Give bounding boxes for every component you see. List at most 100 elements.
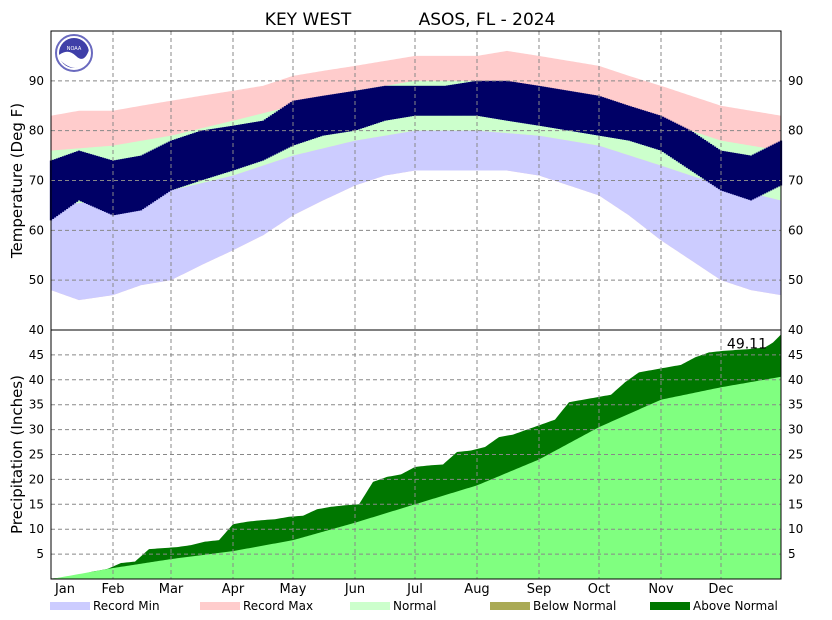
observed-temp-bar (61, 156, 65, 212)
observed-temp-bar (519, 83, 523, 123)
observed-temp-bar (587, 94, 591, 134)
noaa-logo-text: NOAA (67, 46, 82, 52)
observed-temp-bar (711, 145, 715, 186)
observed-temp-bar (301, 99, 305, 143)
observed-temp-bar (149, 150, 153, 204)
observed-temp-bar (207, 129, 211, 179)
observed-temp-bar (183, 135, 187, 186)
observed-temp-bar (517, 82, 521, 123)
observed-temp-bar (613, 101, 617, 139)
observed-temp-bar (351, 91, 355, 131)
observed-temp-bar (713, 146, 717, 187)
observed-temp-bar (459, 83, 463, 116)
observed-temp-bar (323, 95, 327, 136)
observed-temp-bar (609, 99, 613, 138)
observed-temp-bar (403, 85, 407, 118)
observed-temp-bar (179, 137, 183, 188)
observed-temp-bar (277, 110, 281, 153)
precip-tick-label-right: 10 (788, 522, 803, 536)
observed-temp-bar (751, 154, 755, 200)
observed-temp-bar (287, 103, 291, 148)
observed-temp-bar (561, 89, 565, 130)
observed-temp-bar (441, 85, 445, 116)
panel-divider-tick-right: 40 (788, 323, 803, 337)
observed-temp-bar (103, 158, 107, 212)
observed-temp-bar (313, 97, 317, 139)
observed-temp-bar (165, 142, 169, 194)
observed-temp-bar (121, 158, 125, 214)
observed-temp-bar (643, 110, 647, 146)
observed-temp-bar (413, 85, 417, 116)
legend-swatch-above-normal (650, 602, 690, 610)
observed-temp-bar (189, 133, 193, 184)
observed-temp-bar (465, 82, 469, 116)
observed-temp-bar (317, 96, 321, 137)
noaa-logo-icon: NOAA (55, 34, 93, 72)
observed-temp-bar (553, 88, 557, 129)
observed-temp-bar (205, 129, 209, 179)
observed-temp-bar (191, 133, 195, 184)
observed-temp-bar (729, 152, 733, 194)
observed-temp-bar (633, 107, 637, 143)
legend: Record Min Record Max Normal Below Normal Ab… (50, 599, 778, 613)
observed-temp-bar (431, 85, 435, 116)
observed-temp-bar (293, 100, 297, 145)
observed-temp-bar (381, 86, 385, 122)
observed-temp-bar (575, 92, 579, 132)
observed-temp-bar (357, 90, 361, 130)
observed-temp-bar (395, 85, 399, 119)
observed-temp-bar (343, 92, 347, 133)
observed-temp-bar (681, 126, 685, 166)
observed-temp-bar (565, 90, 569, 131)
observed-temp-bar (457, 83, 461, 116)
observed-temp-bar (215, 128, 219, 176)
observed-temp-bar (97, 156, 101, 210)
observed-temp-bar (217, 127, 221, 175)
observed-temp-bar (295, 100, 299, 145)
observed-temp-bar (445, 85, 449, 116)
observed-temp-bar (615, 101, 619, 139)
observed-temp-bar (125, 158, 129, 213)
observed-temp-bar (511, 81, 515, 122)
observed-temp-bar (95, 155, 99, 209)
temp-tick-label-left: 80 (29, 124, 44, 138)
observed-temp-bar (363, 89, 367, 128)
observed-temp-bar (415, 85, 419, 116)
observed-temp-bar (267, 116, 271, 158)
observed-temp-bar (241, 124, 245, 168)
observed-temp-bar (173, 139, 177, 190)
observed-temp-bar (715, 147, 719, 188)
observed-temp-bar (573, 91, 577, 132)
observed-temp-bar (329, 94, 333, 135)
chart-title-station: KEY WEST (265, 10, 352, 30)
observed-temp-bar (299, 99, 303, 143)
observed-temp-bar (71, 152, 75, 205)
observed-temp-bar (393, 85, 397, 120)
observed-temp-bar (145, 152, 149, 207)
observed-temp-bar (653, 113, 657, 149)
precip-tick-label-left: 25 (29, 448, 44, 462)
observed-temp-bar (259, 121, 263, 162)
observed-temp-bar (447, 85, 451, 116)
observed-temp-bar (425, 85, 429, 116)
observed-temp-bar (427, 85, 431, 116)
observed-temp-bar (159, 145, 163, 198)
observed-temp-bar (325, 95, 329, 136)
observed-temp-bar (367, 88, 371, 127)
observed-temp-bar (443, 85, 447, 116)
legend-label-record-min: Record Min (93, 599, 160, 613)
observed-temp-bar (745, 154, 749, 200)
observed-temp-bar (257, 121, 261, 162)
observed-temp-bar (703, 139, 707, 180)
observed-temp-bar (193, 132, 197, 183)
precip-tick-label-right: 30 (788, 423, 803, 437)
observed-temp-bar (759, 150, 763, 196)
observed-temp-bar (233, 125, 237, 170)
observed-temp-bar (525, 83, 529, 124)
observed-temp-bar (253, 122, 257, 164)
observed-temp-bar (331, 94, 335, 135)
observed-temp-bar (757, 151, 761, 197)
observed-temp-bar (107, 159, 111, 214)
observed-temp-bar (577, 92, 581, 133)
observed-temp-bar (69, 153, 73, 207)
